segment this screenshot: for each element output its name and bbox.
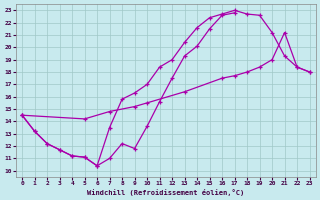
X-axis label: Windchill (Refroidissement éolien,°C): Windchill (Refroidissement éolien,°C)	[87, 189, 244, 196]
